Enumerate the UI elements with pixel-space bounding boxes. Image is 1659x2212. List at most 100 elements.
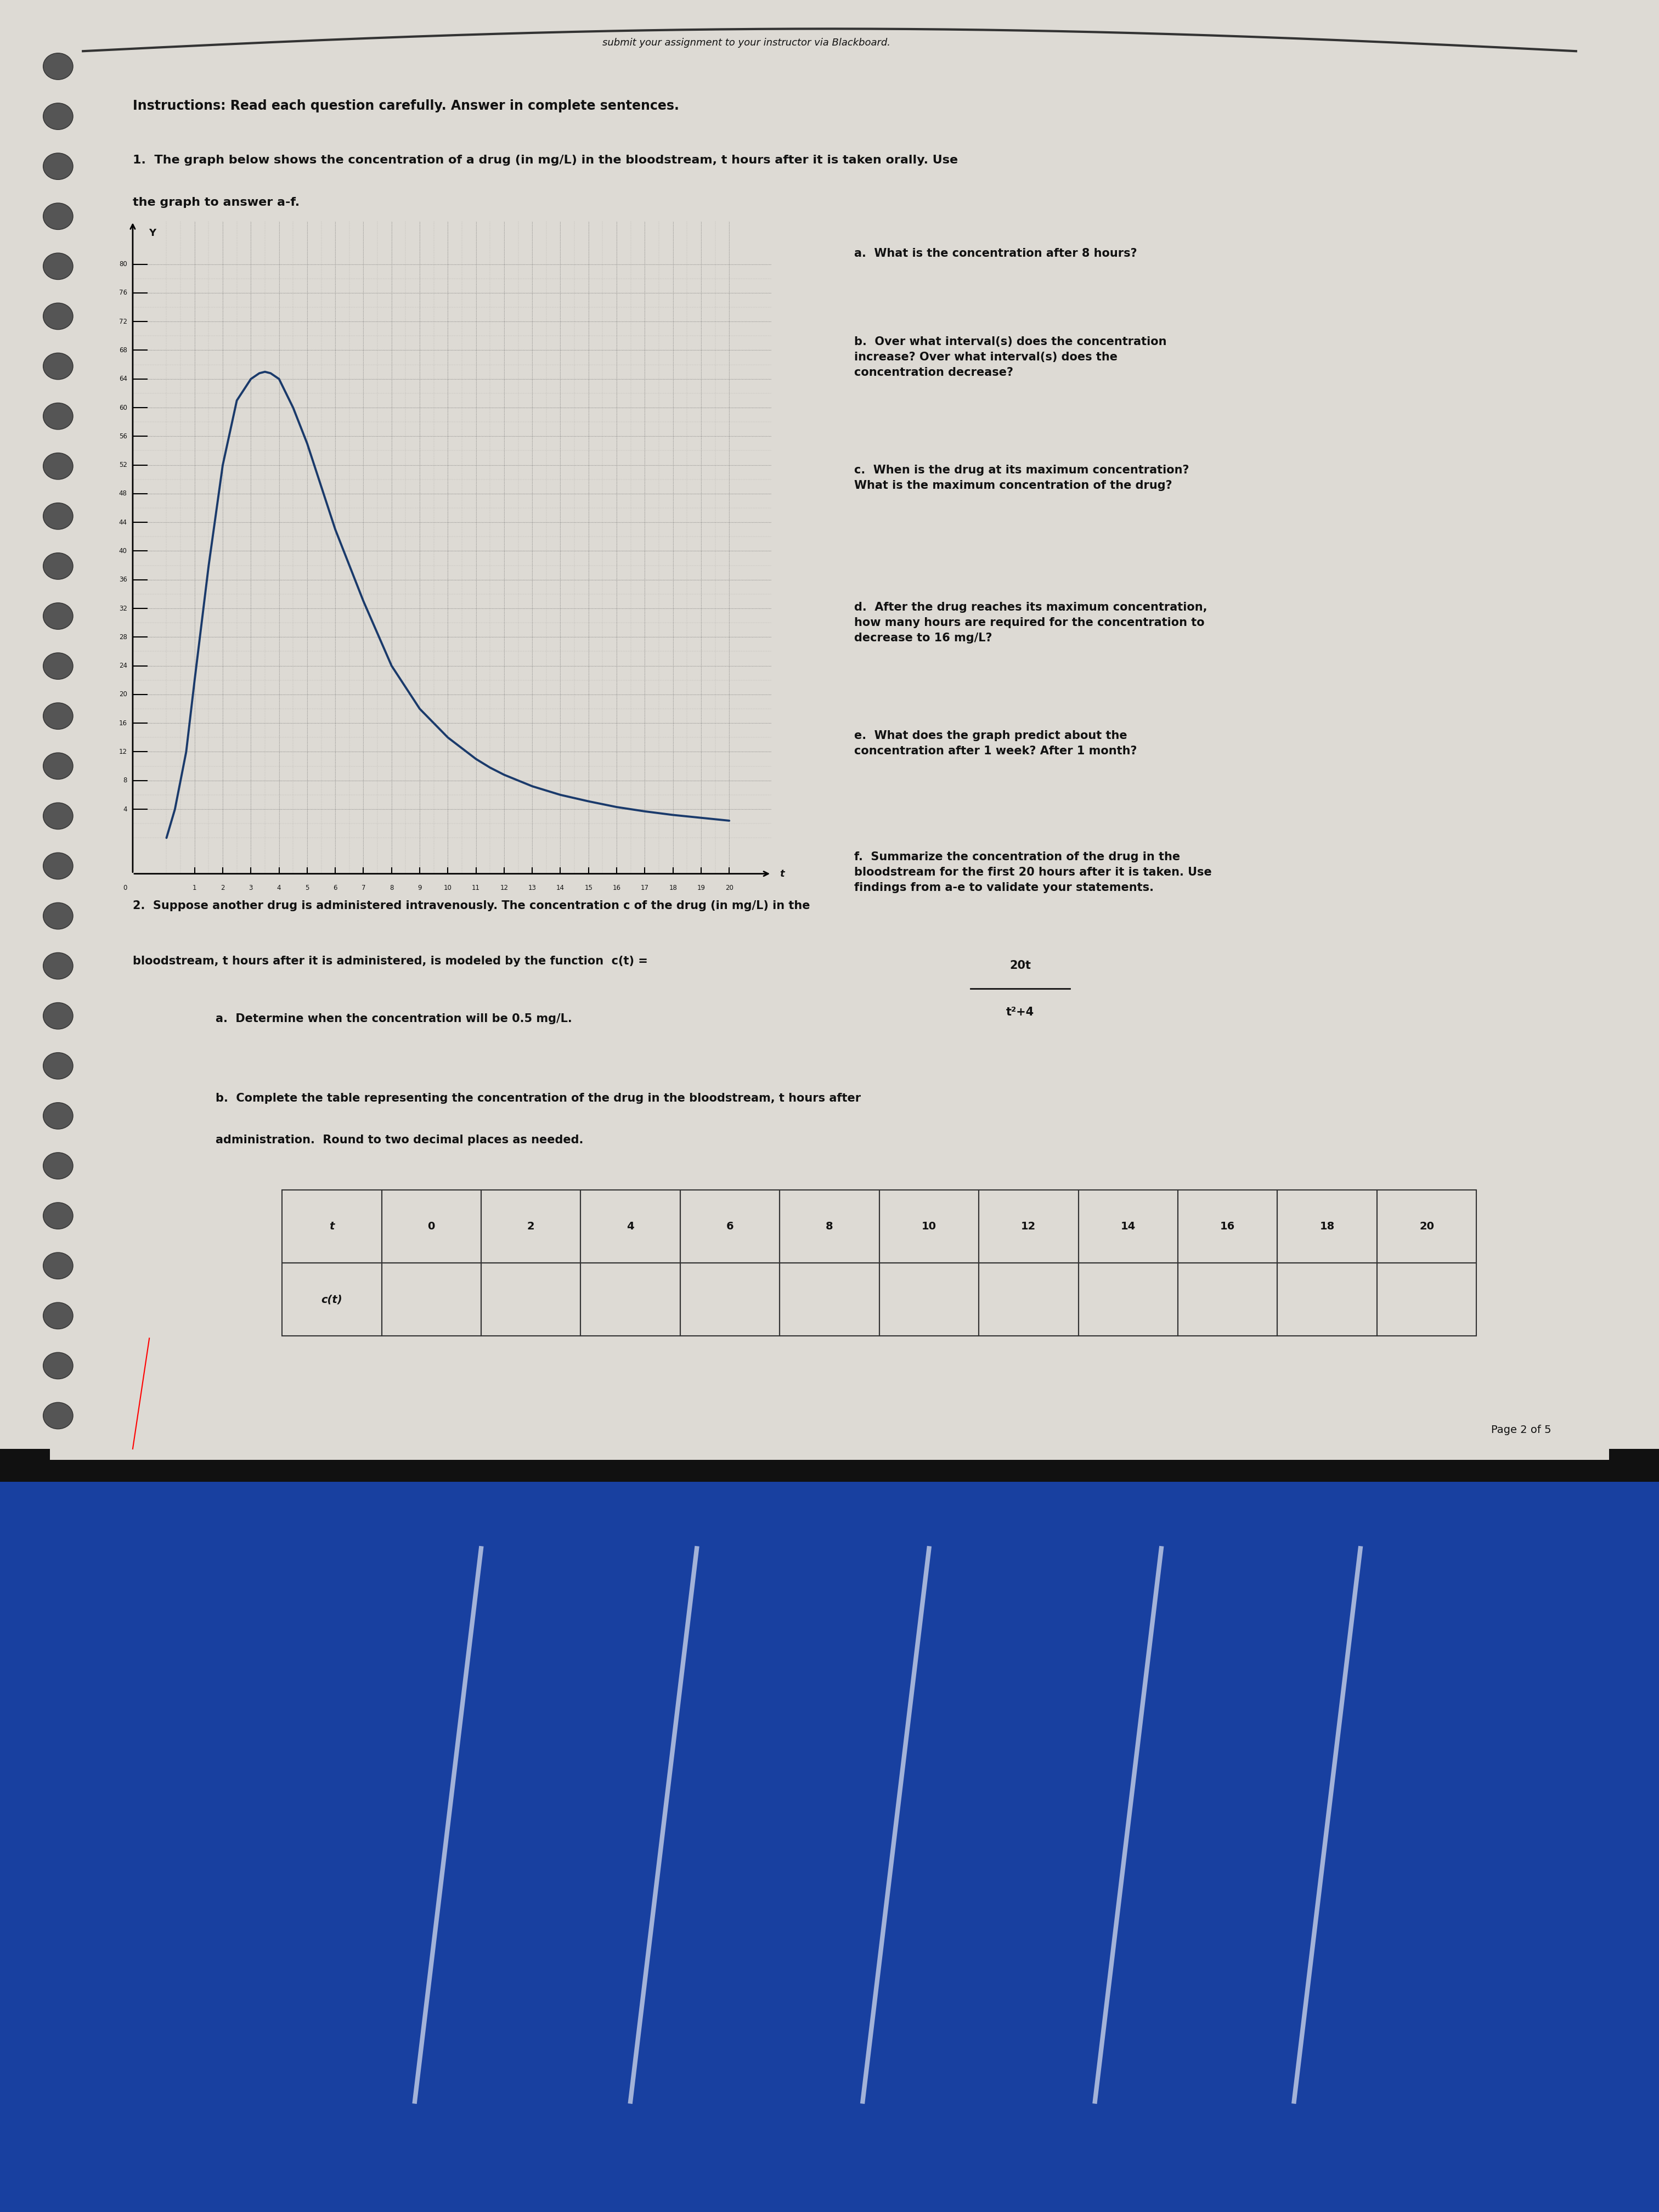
Text: 19: 19 xyxy=(697,885,705,891)
Text: 20: 20 xyxy=(725,885,733,891)
Text: t: t xyxy=(328,1221,335,1232)
Text: b.  Over what interval(s) does the concentration
increase? Over what interval(s): b. Over what interval(s) does the concen… xyxy=(854,336,1166,378)
Bar xyxy=(481,1263,581,1336)
Ellipse shape xyxy=(43,1203,73,1230)
Ellipse shape xyxy=(43,1252,73,1279)
Ellipse shape xyxy=(43,1303,73,1329)
Bar xyxy=(780,1190,879,1263)
Bar xyxy=(680,1263,780,1336)
Text: 6: 6 xyxy=(727,1221,733,1232)
Ellipse shape xyxy=(43,752,73,779)
Text: 36: 36 xyxy=(119,575,128,584)
Bar xyxy=(581,1190,680,1263)
Ellipse shape xyxy=(43,852,73,878)
Text: d.  After the drug reaches its maximum concentration,
how many hours are require: d. After the drug reaches its maximum co… xyxy=(854,602,1208,644)
Text: 64: 64 xyxy=(119,376,128,383)
Bar xyxy=(979,1190,1078,1263)
Text: 4: 4 xyxy=(627,1221,634,1232)
Text: 5: 5 xyxy=(305,885,309,891)
Ellipse shape xyxy=(43,803,73,830)
Text: 32: 32 xyxy=(119,604,128,613)
Text: 44: 44 xyxy=(119,520,128,526)
Ellipse shape xyxy=(43,1102,73,1128)
Bar xyxy=(1377,1190,1477,1263)
Ellipse shape xyxy=(43,1402,73,1429)
Ellipse shape xyxy=(43,502,73,529)
Text: submit your assignment to your instructor via Blackboard.: submit your assignment to your instructo… xyxy=(602,38,891,46)
Text: 60: 60 xyxy=(119,405,128,411)
Ellipse shape xyxy=(43,1053,73,1079)
Text: 2.  Suppose another drug is administered intravenously. The concentration c of t: 2. Suppose another drug is administered … xyxy=(133,900,810,911)
Text: t²+4: t²+4 xyxy=(1007,1006,1034,1018)
Text: c(t): c(t) xyxy=(322,1294,342,1305)
Text: 18: 18 xyxy=(1319,1221,1335,1232)
Ellipse shape xyxy=(43,604,73,630)
Text: 48: 48 xyxy=(119,491,128,498)
Ellipse shape xyxy=(43,703,73,730)
Text: 11: 11 xyxy=(471,885,479,891)
Text: 16: 16 xyxy=(119,719,128,728)
Text: 12: 12 xyxy=(1020,1221,1037,1232)
Text: 12: 12 xyxy=(499,885,508,891)
Text: Instructions: Read each question carefully. Answer in complete sentences.: Instructions: Read each question careful… xyxy=(133,100,679,113)
Ellipse shape xyxy=(43,354,73,380)
Text: 2: 2 xyxy=(528,1221,534,1232)
Bar xyxy=(1277,1263,1377,1336)
Text: 20t: 20t xyxy=(1010,960,1030,971)
Ellipse shape xyxy=(43,1352,73,1378)
Text: 24: 24 xyxy=(119,661,128,670)
Bar xyxy=(481,1190,581,1263)
Text: 2: 2 xyxy=(221,885,226,891)
Text: 72: 72 xyxy=(119,319,128,325)
Text: 10: 10 xyxy=(443,885,451,891)
Bar xyxy=(282,1190,382,1263)
Bar xyxy=(382,1190,481,1263)
Text: 68: 68 xyxy=(119,347,128,354)
Text: 4: 4 xyxy=(277,885,280,891)
Bar xyxy=(1277,1190,1377,1263)
Text: a.  What is the concentration after 8 hours?: a. What is the concentration after 8 hou… xyxy=(854,248,1138,259)
Text: f.  Summarize the concentration of the drug in the
bloodstream for the first 20 : f. Summarize the concentration of the dr… xyxy=(854,852,1213,894)
Text: 0: 0 xyxy=(428,1221,435,1232)
Ellipse shape xyxy=(43,1152,73,1179)
Text: 0: 0 xyxy=(123,885,128,891)
Bar xyxy=(1078,1263,1178,1336)
Text: 40: 40 xyxy=(119,549,128,555)
Text: 8: 8 xyxy=(390,885,393,891)
Bar xyxy=(581,1263,680,1336)
Ellipse shape xyxy=(43,653,73,679)
Bar xyxy=(879,1263,979,1336)
Text: 52: 52 xyxy=(119,462,128,469)
Text: 9: 9 xyxy=(418,885,421,891)
Text: b.  Complete the table representing the concentration of the drug in the bloodst: b. Complete the table representing the c… xyxy=(216,1093,861,1104)
Text: 17: 17 xyxy=(640,885,649,891)
Bar xyxy=(282,1263,382,1336)
Bar xyxy=(979,1263,1078,1336)
Text: administration.  Round to two decimal places as needed.: administration. Round to two decimal pla… xyxy=(216,1135,584,1146)
Bar xyxy=(879,1190,979,1263)
Text: 8: 8 xyxy=(123,776,128,783)
Text: Y: Y xyxy=(149,228,156,239)
Bar xyxy=(1078,1190,1178,1263)
Text: 4: 4 xyxy=(123,805,128,812)
Ellipse shape xyxy=(43,1002,73,1029)
Text: 18: 18 xyxy=(669,885,677,891)
Ellipse shape xyxy=(43,553,73,580)
Text: 20: 20 xyxy=(1420,1221,1433,1232)
Text: 7: 7 xyxy=(362,885,365,891)
Text: 3: 3 xyxy=(249,885,252,891)
Bar xyxy=(0,1449,1659,1482)
Ellipse shape xyxy=(43,902,73,929)
Text: 28: 28 xyxy=(119,633,128,641)
Text: Page 2 of 5: Page 2 of 5 xyxy=(1491,1425,1551,1436)
Ellipse shape xyxy=(43,403,73,429)
Bar xyxy=(382,1263,481,1336)
Text: 56: 56 xyxy=(119,434,128,440)
Text: 1: 1 xyxy=(192,885,197,891)
Ellipse shape xyxy=(43,453,73,480)
Bar xyxy=(0,1482,1659,2212)
Ellipse shape xyxy=(43,303,73,330)
Text: a.  Determine when the concentration will be 0.5 mg/L.: a. Determine when the concentration will… xyxy=(216,1013,572,1024)
Ellipse shape xyxy=(43,204,73,230)
Ellipse shape xyxy=(43,104,73,131)
